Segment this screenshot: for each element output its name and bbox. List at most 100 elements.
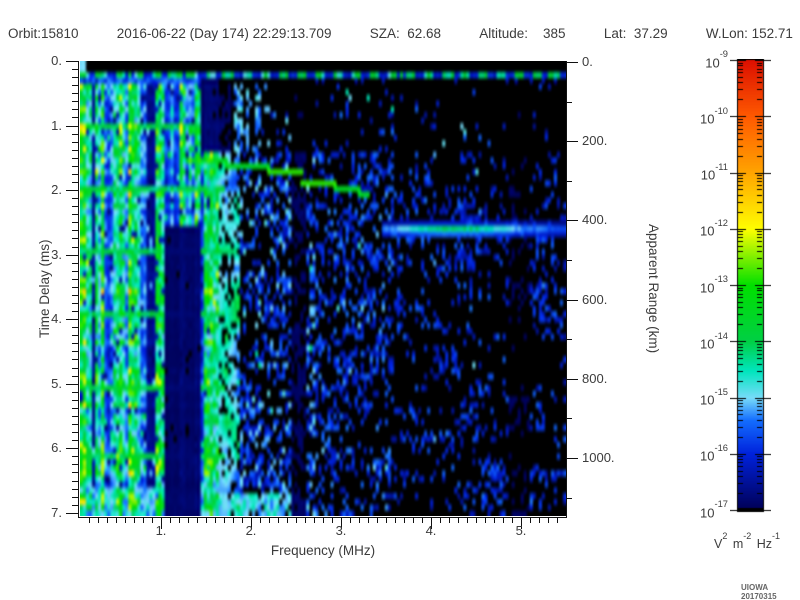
x-axis-minor-tick [530,517,531,523]
x-axis-major-tick [521,517,522,529]
x-axis-minor-tick [395,517,396,523]
y2-tick-label: 200. [582,133,608,148]
y-axis-major-tick [66,384,79,385]
x-axis-minor-tick [134,517,135,523]
x-axis-minor-tick [314,517,315,523]
x-axis-minor-tick [323,517,324,523]
credit-text: UIOWA 20170315 [741,583,777,600]
y-tick-label: 5. [51,376,62,391]
header-wlon: W.Lon: 152.71 [705,26,793,41]
y-axis-minor-tick [72,247,79,248]
x-axis-minor-tick [377,517,378,523]
y-axis-minor-tick [72,206,79,207]
x-tick-label: 4. [425,523,437,538]
x-tick-label: 3. [335,523,347,538]
x-axis-major-tick [431,517,432,529]
y-axis-minor-tick [72,392,79,393]
x-axis-minor-tick [233,517,234,523]
y-axis-minor-tick [72,456,79,457]
y-axis-minor-tick [72,343,79,344]
x-axis-minor-tick [278,517,279,523]
x-axis-major-tick [341,517,342,529]
y-axis-minor-tick [72,440,79,441]
x-axis-minor-tick [242,517,243,523]
y-axis-minor-tick [72,182,79,183]
y2-axis-minor-tick [566,418,572,419]
y-axis-major-tick [66,190,79,191]
y2-axis-major-tick [566,300,578,301]
x-axis-line [78,517,567,518]
y-axis-minor-tick [72,287,79,288]
x-axis-minor-tick [269,517,270,523]
x-tick-label: 5. [515,523,527,538]
x-tick-label: 1. [155,523,167,538]
colorbar-tick-label: 10-12 [700,218,728,239]
x-axis-minor-tick [170,517,171,523]
x-axis-minor-tick [386,517,387,523]
y2-axis-minor-tick [566,498,572,499]
x-tick-label: 2. [245,523,257,538]
y-axis-minor-tick [72,351,79,352]
y-axis-major-tick [66,448,79,449]
x-axis-minor-tick [512,517,513,523]
x-axis-minor-tick [224,517,225,523]
y-axis-minor-tick [72,311,79,312]
colorbar-tick-label: 10-15 [700,386,728,408]
y-axis-minor-tick [72,376,79,377]
x-axis-minor-tick [557,517,558,523]
x-axis-minor-tick [449,517,450,523]
y-axis-minor-tick [72,69,79,70]
y-axis-minor-tick [72,408,79,409]
colorbar-tick-label: 10-9 [705,49,728,70]
colorbar-unit-label: V2 m-2 Hz-1 [713,530,781,552]
y-axis-minor-tick [72,335,79,336]
x-axis-minor-tick [539,517,540,523]
y-axis-minor-tick [72,368,79,369]
y2-axis-minor-tick [566,181,572,182]
x-axis-minor-tick [422,517,423,523]
x-axis-minor-tick [179,517,180,523]
x-axis-minor-tick [152,517,153,523]
x-axis-title: Frequency (MHz) [270,543,376,558]
y-tick-label: 2. [51,182,62,197]
x-axis-minor-tick [215,517,216,523]
y2-tick-label: 1000. [582,450,615,465]
y-axis-major-tick [66,61,79,62]
y-tick-label: 1. [51,118,62,133]
y2-axis-major-tick [566,62,578,63]
y-axis-minor-tick [72,263,79,264]
colorbar-tick-label: 10-13 [700,274,728,295]
x-axis-minor-tick [485,517,486,523]
x-axis-minor-tick [332,517,333,523]
y-axis-minor-tick [72,198,79,199]
x-axis-minor-tick [494,517,495,523]
y-axis-minor-tick [72,271,79,272]
x-axis-minor-tick [458,517,459,523]
y2-axis-line [566,61,567,517]
y-axis-minor-tick [72,464,79,465]
x-axis-minor-tick [143,517,144,523]
y-axis-major-tick [66,255,79,256]
x-axis-major-tick [161,517,162,529]
y2-tick-label: 800. [582,371,608,386]
y-axis-minor-tick [72,295,79,296]
header-datetime: 2016-06-22 (Day 174) 22:29:13.709 [116,26,332,41]
x-axis-minor-tick [98,517,99,523]
x-axis-minor-tick [197,517,198,523]
colorbar-tick-label: 10-10 [700,105,728,127]
y-axis-minor-tick [72,174,79,175]
x-axis-minor-tick [440,517,441,523]
y2-axis-major-tick [566,220,578,221]
y-axis-minor-tick [72,222,79,223]
y-axis-minor-tick [72,238,79,239]
y-tick-label: 6. [51,440,62,455]
y2-axis-minor-tick [566,260,572,261]
y-axis-minor-tick [72,489,79,490]
x-axis-major-tick [251,517,252,529]
y-axis-minor-tick [72,85,79,86]
x-axis-minor-tick [188,517,189,523]
y2-axis-major-tick [566,458,578,459]
y2-tick-label: 400. [582,212,608,227]
x-axis-minor-tick [413,517,414,523]
